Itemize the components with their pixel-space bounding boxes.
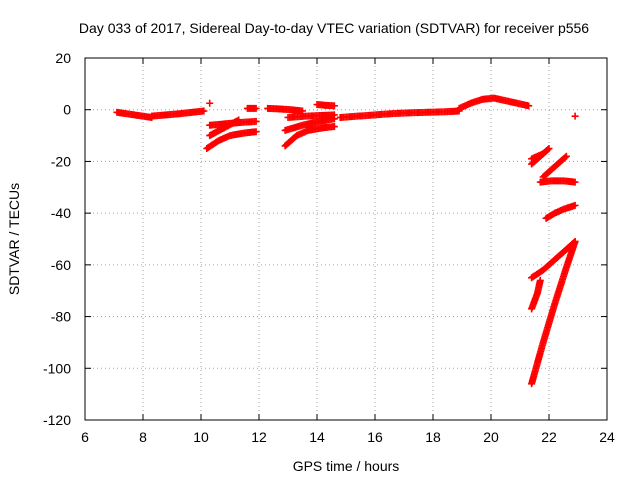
x-tick-label: 8 bbox=[139, 429, 147, 445]
data-point bbox=[330, 111, 338, 119]
data-point bbox=[545, 145, 553, 152]
data-point bbox=[571, 238, 579, 246]
tick-layer: 6 8 10 12 14 16 18 20 22 24 20 0 -20 -40 -60 -80 -100 -12… bbox=[43, 50, 615, 445]
y-tick-label: 20 bbox=[55, 50, 71, 66]
data-point bbox=[330, 123, 338, 131]
data-point bbox=[330, 102, 338, 110]
y-tick-label: -100 bbox=[43, 360, 71, 376]
data-point bbox=[571, 201, 579, 209]
data-point bbox=[206, 99, 214, 107]
y-tick-label: -20 bbox=[51, 153, 71, 169]
y-tick-label: -120 bbox=[43, 412, 71, 428]
x-tick-label: 6 bbox=[81, 429, 89, 445]
data-point bbox=[200, 107, 208, 115]
x-axis-label: GPS time / hours bbox=[293, 458, 400, 474]
data-point bbox=[539, 150, 547, 158]
data-point bbox=[562, 152, 570, 160]
data-point bbox=[252, 128, 260, 136]
y-axis-label: SDTVAR / TECUs bbox=[6, 183, 22, 295]
x-tick-label: 12 bbox=[251, 429, 267, 445]
x-tick-label: 16 bbox=[367, 429, 383, 445]
x-tick-label: 18 bbox=[425, 429, 441, 445]
data-point bbox=[561, 153, 569, 161]
data-point bbox=[571, 112, 579, 120]
y-tick-label: -80 bbox=[51, 309, 71, 325]
x-tick-label: 14 bbox=[309, 429, 325, 445]
x-tick-label: 22 bbox=[541, 429, 557, 445]
data-point bbox=[252, 104, 260, 112]
data-point bbox=[525, 102, 533, 110]
data-point bbox=[571, 178, 579, 186]
x-tick-label: 24 bbox=[599, 429, 615, 445]
data-point bbox=[544, 145, 552, 153]
x-tick-label: 10 bbox=[193, 429, 209, 445]
y-tick-label: -60 bbox=[51, 257, 71, 273]
plot-frame bbox=[84, 57, 608, 421]
chart-title: Day 033 of 2017, Sidereal Day-to-day VTE… bbox=[79, 20, 589, 36]
data-point bbox=[536, 276, 544, 284]
y-tick-label: -40 bbox=[51, 205, 71, 221]
data-point bbox=[235, 116, 243, 124]
x-tick-label: 20 bbox=[483, 429, 499, 445]
y-tick-label: 0 bbox=[63, 102, 71, 118]
data-point bbox=[252, 117, 260, 125]
marks-layer bbox=[113, 94, 579, 388]
